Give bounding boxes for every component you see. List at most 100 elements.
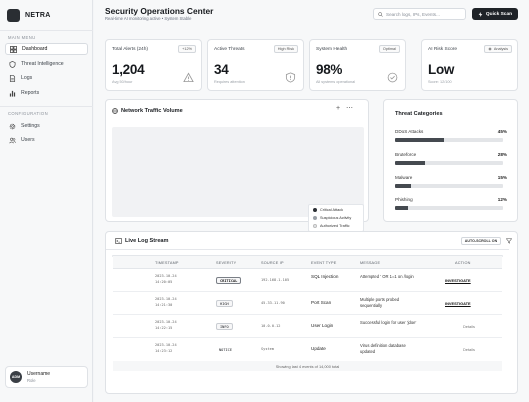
event-type: SQL Injection xyxy=(311,274,339,279)
legend-label: Authorized Traffic xyxy=(320,224,350,228)
live-log-title: Live Log Stream xyxy=(125,238,169,244)
kpi-badge: +12% xyxy=(178,45,196,53)
kpi-footnote: Avg 50/hour xyxy=(112,80,133,84)
severity-badge: NOTICE xyxy=(219,347,232,352)
kpi-title: System Health xyxy=(316,47,348,52)
source-ip: System xyxy=(261,347,274,351)
sidebar-item-users[interactable]: Users xyxy=(5,134,88,146)
log-time: 14:22:15 xyxy=(155,326,173,330)
auto-scroll-toggle[interactable]: AUTO-SCROLL ON xyxy=(461,237,501,245)
investigate-button[interactable]: INVESTIGATE xyxy=(445,301,471,306)
log-message: Virus definition database updated xyxy=(360,343,406,354)
sidebar-item-logs[interactable]: Logs xyxy=(5,72,88,84)
page-subtitle: Real-time AI monitoring active • System … xyxy=(105,16,192,21)
log-time: 14:21:30 xyxy=(155,303,173,307)
kpi-title: Active Threats xyxy=(214,47,245,52)
log-date: 2023-10-24 xyxy=(155,320,177,324)
severity-badge: INFO xyxy=(216,323,233,330)
legend-label: Suspicious Activity xyxy=(320,216,352,220)
kpi-badge: Optimal xyxy=(378,45,400,53)
log-message: Successful login for user 'jdoe' xyxy=(360,320,417,325)
kpi-card-total-alerts: Total Alerts (24h) +12% 1,204 Avg 50/hou… xyxy=(105,39,202,91)
sidebar-item-dashboard[interactable]: Dashboard xyxy=(5,43,88,55)
category-label: DDoS Attacks xyxy=(395,129,424,134)
terminal-icon xyxy=(115,238,122,244)
check-circle-icon xyxy=(387,72,398,83)
main-menu-label: MAIN MENU xyxy=(8,35,36,40)
category-percent: 15% xyxy=(497,175,507,180)
live-log-panel: Live Log Stream AUTO-SCROLL ON TIMESTAMP… xyxy=(105,231,518,394)
threat-categories-panel: Threat Categories DDoS Attacks 45% Brute… xyxy=(383,99,518,222)
details-button[interactable]: Details xyxy=(463,347,475,352)
document-icon xyxy=(9,74,16,82)
configuration-label: CONFIGURATION xyxy=(8,111,49,116)
category-bar-fill xyxy=(395,184,412,188)
bar-chart-icon xyxy=(9,90,16,97)
divider xyxy=(106,249,509,250)
user-profile[interactable]: ADM Username Role xyxy=(5,366,88,388)
kpi-card-ai-risk-score: AI Risk Score Analysis Low Score: 12/100 xyxy=(421,39,518,91)
search-icon xyxy=(378,11,383,17)
table-row: 2023-10-24 14:21:30 HIGH 45.33.11.90 Por… xyxy=(113,292,502,315)
event-type: Update xyxy=(311,346,326,351)
log-time: 14:23:12 xyxy=(155,349,173,353)
users-icon xyxy=(9,137,16,143)
category-bar xyxy=(395,161,503,165)
brand-name: NETRA xyxy=(25,12,51,19)
table-row: 2023-10-24 14:23:12 NOTICE System Update… xyxy=(113,338,502,361)
search-placeholder: Search logs, IPs, Events... xyxy=(386,11,440,17)
kpi-value: 34 xyxy=(214,62,229,77)
kpi-title: Total Alerts (24h) xyxy=(112,47,148,52)
expand-button[interactable]: + xyxy=(336,105,341,112)
category-percent: 28% xyxy=(497,152,507,157)
event-type: Port Scan xyxy=(311,300,332,305)
more-options-button[interactable]: ⋯ xyxy=(346,105,353,112)
category-bar-fill xyxy=(395,206,408,210)
legend-item: Authorized Traffic xyxy=(313,224,349,228)
sidebar: NETRA MAIN MENU Dashboard Threat Intelli… xyxy=(0,0,93,402)
sidebar-item-label: Settings xyxy=(21,123,40,129)
traffic-chart-area: Critical Attack Suspicious Activity Auth… xyxy=(112,127,364,232)
column-header: SEVERITY xyxy=(216,261,237,265)
user-role: Role xyxy=(27,378,36,383)
column-header: SOURCE IP xyxy=(261,261,284,265)
shield-alert-icon xyxy=(285,72,296,83)
source-ip: 45.33.11.90 xyxy=(261,301,285,305)
page-title: Security Operations Center xyxy=(105,6,214,16)
gear-icon xyxy=(9,123,16,129)
sidebar-item-threat-intelligence[interactable]: Threat Intelligence xyxy=(5,58,88,70)
network-traffic-panel: Network Traffic Volume + ⋯ Critical Atta… xyxy=(105,99,369,232)
category-percent: 12% xyxy=(497,197,507,202)
log-time: 14:20:05 xyxy=(155,280,173,284)
log-message: Attempted ' OR 1=1 on /login xyxy=(360,274,414,279)
shield-icon xyxy=(9,60,16,68)
kpi-footnote: Requires attention xyxy=(214,80,245,84)
details-button[interactable]: Details xyxy=(463,324,475,329)
logo xyxy=(7,9,20,22)
sidebar-item-label: Logs xyxy=(21,75,33,81)
search-input[interactable]: Search logs, IPs, Events... xyxy=(373,8,466,20)
dashboard-icon xyxy=(10,45,17,53)
sidebar-item-settings[interactable]: Settings xyxy=(5,120,88,132)
column-header: TIMESTAMP xyxy=(155,261,179,265)
log-table: TIMESTAMP SEVERITY SOURCE IP EVENT TYPE … xyxy=(112,255,503,371)
divider xyxy=(0,106,93,107)
filter-icon[interactable] xyxy=(506,238,512,244)
sidebar-item-label: Users xyxy=(21,137,35,143)
category-bar xyxy=(395,184,503,188)
column-header: ACTION xyxy=(455,261,471,265)
sidebar-item-reports[interactable]: Reports xyxy=(5,87,88,99)
lightning-icon xyxy=(478,11,483,17)
quick-scan-button[interactable]: Quick Scan xyxy=(472,8,518,20)
sidebar-item-label: Reports xyxy=(21,90,40,96)
kpi-footnote: Score: 12/100 xyxy=(428,80,452,84)
investigate-button[interactable]: INVESTIGATE xyxy=(445,278,471,283)
category-label: Phishing xyxy=(395,197,413,202)
severity-badge: CRITICAL xyxy=(216,277,242,284)
table-row: 2023-10-24 14:20:05 CRITICAL 192.168.1.1… xyxy=(113,269,502,292)
legend-swatch xyxy=(313,224,317,228)
sidebar-item-label: Dashboard xyxy=(22,46,48,52)
column-header: MESSAGE xyxy=(360,261,381,265)
kpi-badge: Analysis xyxy=(483,45,512,53)
kpi-title: AI Risk Score xyxy=(428,47,458,52)
